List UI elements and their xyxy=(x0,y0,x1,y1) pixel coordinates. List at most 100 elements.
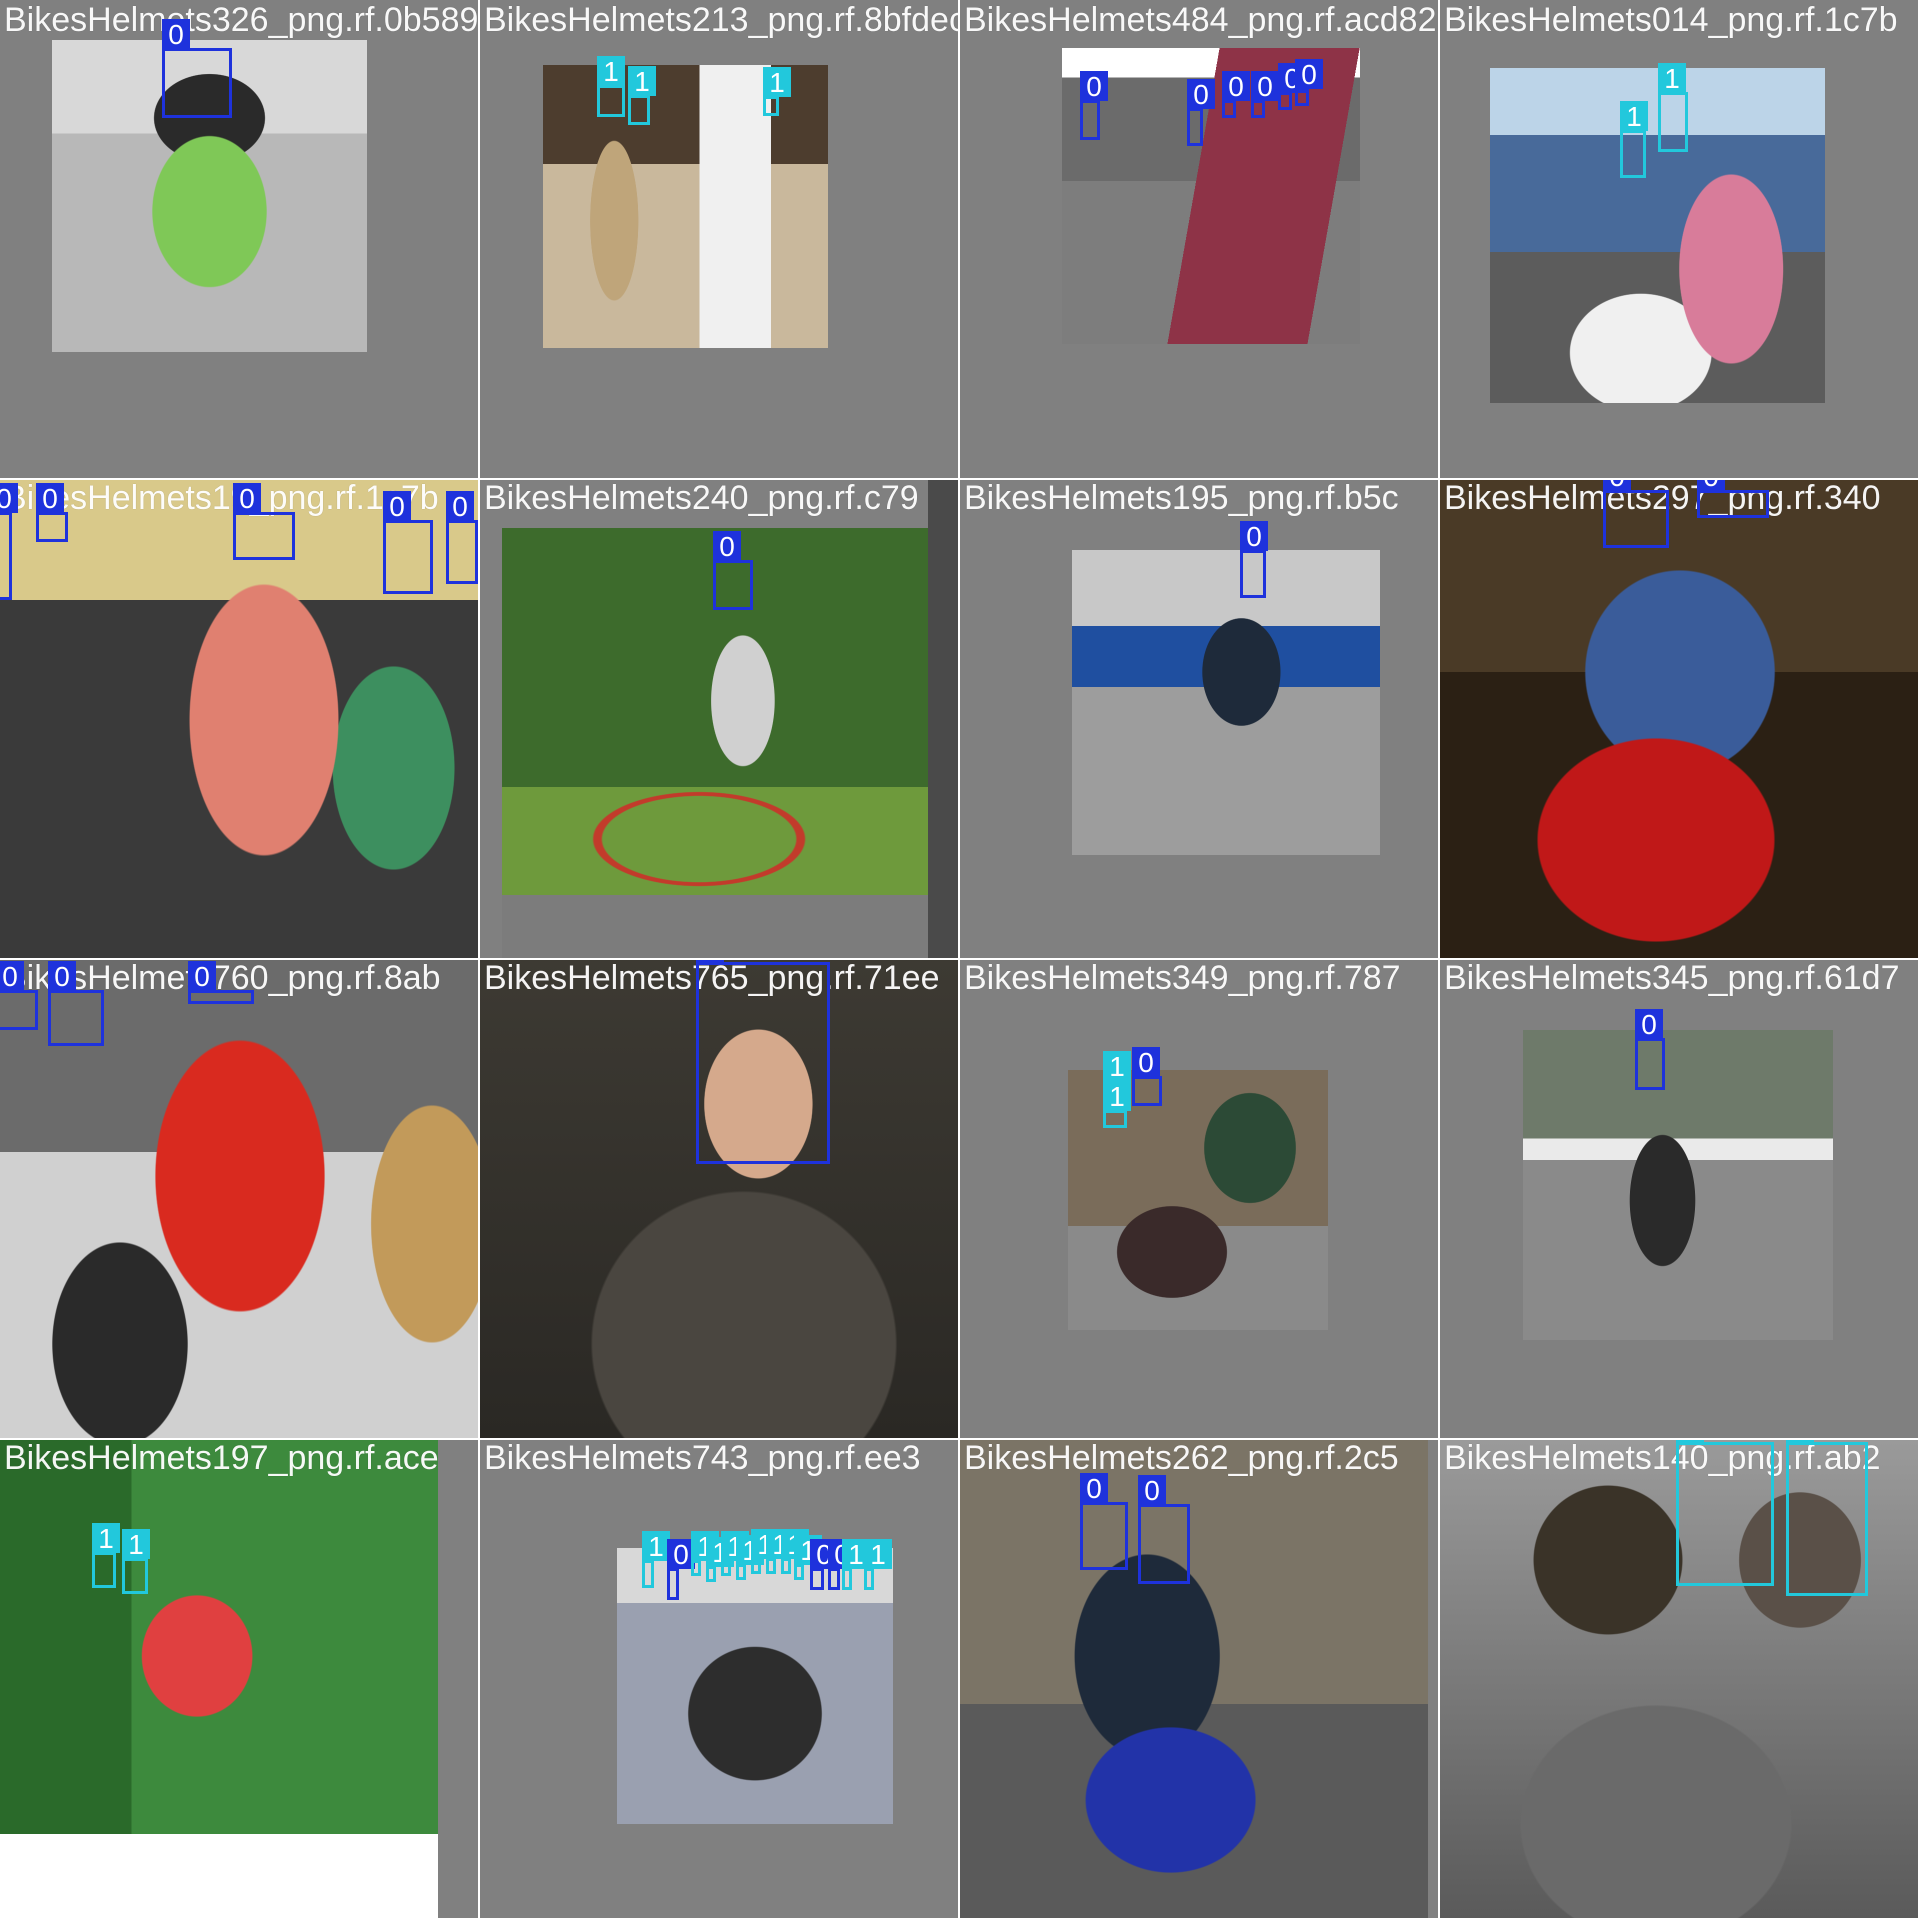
class-label: 1 xyxy=(597,56,625,87)
detection-box: 1 xyxy=(628,66,656,125)
detection-box: 1 xyxy=(92,1523,120,1588)
class-label: 1 xyxy=(1620,101,1648,132)
tile-4: BikesHelmets014_png.rf.1c7b 1 1 xyxy=(1440,0,1920,480)
detection-box: 1 xyxy=(597,56,625,117)
detection-box: 1 xyxy=(691,1531,719,1576)
detection-box: 1 xyxy=(794,1535,822,1580)
class-label: 0 xyxy=(1240,521,1268,552)
photo-red-scooter xyxy=(1440,480,1918,958)
photo-cyclist-portrait xyxy=(480,960,958,1438)
detection-box: 0 xyxy=(1240,521,1268,598)
tile-15: BikesHelmets262_png.rf.2c5 0 0 xyxy=(960,1440,1440,1920)
photo-red-dress-scooter xyxy=(0,960,478,1438)
class-label: 0 xyxy=(36,483,64,514)
detection-box: 1 xyxy=(864,1539,892,1590)
detection-box: 1 xyxy=(1676,1440,1774,1586)
tile-title: BikesHelmets743_png.rf.ee3 xyxy=(484,1440,921,1477)
class-label: 1 xyxy=(1658,63,1686,94)
tile-7: BikesHelmets195_png.rf.b5c 0 xyxy=(960,480,1440,960)
tile-1: BikesHelmets326_png.rf.0b5897af3ab251203… xyxy=(0,0,480,480)
class-label: 1 xyxy=(642,1531,670,1562)
detection-box: 0 xyxy=(1132,1047,1162,1106)
detection-box: 1 xyxy=(122,1529,150,1594)
detection-box: 1 xyxy=(1658,63,1688,152)
detection-box: 0 xyxy=(713,531,753,610)
detection-box: 1 xyxy=(751,1529,779,1574)
tile-6: BikesHelmets240_png.rf.c79 0 xyxy=(480,480,960,960)
tile-title: BikesHelmets326_png.rf.0b5897af3ab251203 xyxy=(4,1,479,39)
class-label: 0 xyxy=(233,483,261,514)
class-label: 0 xyxy=(1080,1473,1108,1504)
white-margin xyxy=(0,1833,438,1918)
photo-cycling-peloton xyxy=(617,1548,893,1824)
detection-box: 1 xyxy=(1620,101,1648,178)
detection-box: 0 xyxy=(696,960,830,1164)
class-label: 1 xyxy=(763,67,791,98)
detection-box: 0 xyxy=(233,483,295,560)
photo-scooter-pink-outfit xyxy=(1490,68,1825,403)
class-label: 0 xyxy=(1603,480,1631,492)
photo-motorcycle-family xyxy=(1068,1070,1328,1330)
tile-11: BikesHelmets349_png.rf.787 1 1 0 xyxy=(960,960,1440,1440)
class-label: 0 xyxy=(1080,71,1108,102)
tile-title: BikesHelmets345_png.rf.61d7 xyxy=(1444,960,1900,997)
tile-8: BikesHelmets297_png.rf.340 0 0 xyxy=(1440,480,1920,960)
detection-box: 1 xyxy=(842,1539,870,1590)
photo-scooter-umbrella xyxy=(0,1440,438,1918)
class-label: 0 xyxy=(1251,71,1279,102)
detection-box: 0 xyxy=(1138,1475,1190,1584)
detection-box: 0 xyxy=(36,483,68,542)
detection-box: 1 xyxy=(721,1531,749,1576)
detection-box: 0 xyxy=(1295,59,1323,106)
class-label: 0 xyxy=(446,491,474,522)
detection-box: 0 xyxy=(1080,71,1108,140)
tile-title: BikesHelmets484_png.rf.acd8220cd31703e1 xyxy=(964,1,1438,39)
class-label: 0 xyxy=(188,961,216,992)
detection-box: 1 xyxy=(766,1529,794,1574)
class-label: 0 xyxy=(713,531,741,562)
detection-box: 0 xyxy=(1635,1009,1665,1090)
class-label: 0 xyxy=(0,483,18,514)
class-label: 1 xyxy=(92,1523,120,1554)
class-label: 0 xyxy=(1222,71,1250,102)
class-label: 1 xyxy=(628,66,656,97)
tile-9: BikesHelmets760_png.rf.8ab 0 0 0 xyxy=(0,960,480,1440)
detection-box: 1 xyxy=(1103,1081,1131,1128)
detection-box: 1 xyxy=(736,1535,764,1580)
tile-title: BikesHelmets014_png.rf.1c7b xyxy=(1444,1,1898,39)
class-label: 0 xyxy=(48,961,76,992)
tile-title: BikesHelmets349_png.rf.787 xyxy=(964,960,1401,997)
photo-blue-motorcycle xyxy=(960,1440,1428,1918)
tile-14: BikesHelmets743_png.rf.ee3 1 0 1 1 1 1 1… xyxy=(480,1440,960,1920)
detection-box: 0 xyxy=(446,491,478,584)
class-label: 0 xyxy=(1132,1047,1160,1078)
class-label: 0 xyxy=(0,961,24,992)
detection-box: 0 xyxy=(383,491,433,594)
photo-red-motorcycle xyxy=(1523,1030,1833,1340)
detection-box: 1 xyxy=(706,1537,734,1582)
detection-box: 0 xyxy=(1222,71,1250,118)
class-label: 1 xyxy=(1103,1081,1131,1112)
detection-box: 0 xyxy=(1080,1473,1128,1570)
class-label: 0 xyxy=(1697,480,1725,492)
class-label: 0 xyxy=(1295,59,1323,90)
class-label: 0 xyxy=(1138,1475,1166,1506)
padding-strip xyxy=(928,480,958,958)
detection-box: 0 xyxy=(0,961,38,1030)
class-label: 0 xyxy=(1187,79,1215,110)
class-label: 0 xyxy=(1635,1009,1663,1040)
detection-box: 0 xyxy=(0,483,18,600)
detection-box: 0 xyxy=(667,1539,695,1600)
tile-16: BikesHelmets140_png.rf.ab2 1 1 xyxy=(1440,1440,1920,1920)
detection-box: 1 xyxy=(763,67,791,116)
detection-box: 0 xyxy=(48,961,104,1046)
photo-police-scooter xyxy=(543,65,828,348)
tile-3: BikesHelmets484_png.rf.acd8220cd31703e1 … xyxy=(960,0,1440,480)
detection-box: 0 xyxy=(1278,63,1306,110)
class-label: 1 xyxy=(1786,1440,1814,1444)
class-label: 1 xyxy=(1676,1440,1704,1444)
class-label: 0 xyxy=(383,491,411,522)
detection-box: 1 xyxy=(1786,1440,1868,1596)
photo-green-motorcycle xyxy=(52,40,367,352)
tile-title: BikesHelmets240_png.rf.c79 xyxy=(484,480,919,517)
